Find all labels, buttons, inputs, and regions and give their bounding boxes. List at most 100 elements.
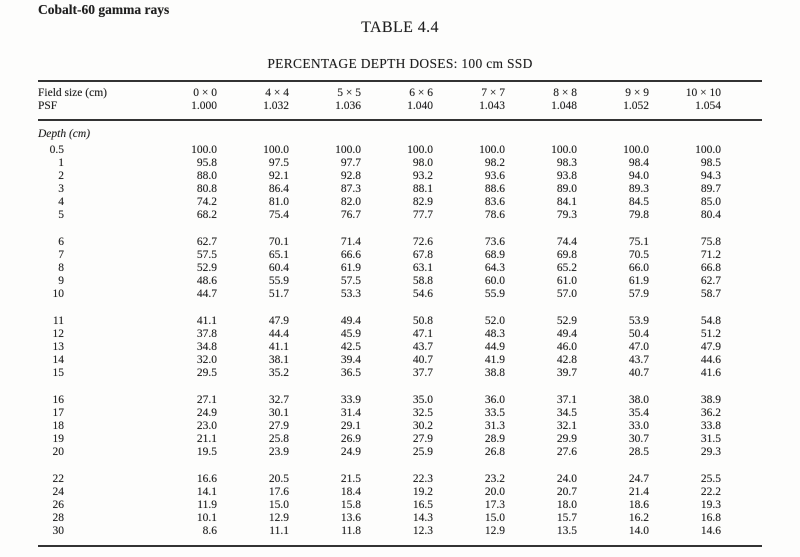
dose-value: 18.4 xyxy=(340,486,361,498)
depth-cell: 14 xyxy=(38,354,145,367)
table-row: 22 16.6 20.5 21.5 22.3 23.2 24.0 24.7 25.5 xyxy=(38,459,722,486)
dose-value: 38.1 xyxy=(268,354,289,366)
dose-value: 44.4 xyxy=(268,328,289,340)
field-size-header: 10 × 10 xyxy=(685,87,721,99)
depth-value: 17 xyxy=(52,407,65,419)
depth-value: 3 xyxy=(58,183,64,195)
depth-value: 9 xyxy=(58,275,64,287)
dose-value: 98.0 xyxy=(412,157,433,169)
dose-value: 100.0 xyxy=(191,144,217,156)
dose-value: 27.1 xyxy=(196,394,217,406)
dose-value: 35.0 xyxy=(412,394,433,406)
dose-value: 75.4 xyxy=(268,209,289,221)
dose-value: 54.8 xyxy=(700,315,721,327)
dose-value: 69.8 xyxy=(556,249,577,261)
dose-value: 89.0 xyxy=(556,183,577,195)
dose-value: 57.5 xyxy=(340,275,361,287)
dose-value: 70.1 xyxy=(268,236,289,248)
dose-value: 61.9 xyxy=(340,262,361,274)
depth-value: 10 xyxy=(52,288,65,300)
psf-value: 1.054 xyxy=(695,100,721,112)
header-table: Field size (cm) 0 × 0 4 × 4 5 × 5 6 × 6 7 × … xyxy=(38,87,721,113)
field-size-header: 0 × 0 xyxy=(193,87,217,99)
dose-value: 50.4 xyxy=(628,328,649,340)
dose-value: 33.9 xyxy=(340,394,361,406)
dose-value: 14.0 xyxy=(628,525,649,537)
dose-value: 31.4 xyxy=(340,407,361,419)
dose-value: 67.8 xyxy=(412,249,433,261)
table-row: 8 52.9 60.4 61.9 63.1 64.3 65.2 66.0 66.8 xyxy=(38,262,721,275)
psf-label: PSF xyxy=(38,100,58,112)
depth-cell: 24 xyxy=(38,486,145,499)
dose-value: 17.3 xyxy=(484,499,505,511)
dose-value: 34.8 xyxy=(196,341,217,353)
dose-value: 70.5 xyxy=(628,249,649,261)
table-row: 28 10.1 12.9 13.6 14.3 15.0 15.7 16.2 16.8 xyxy=(38,512,722,525)
dose-value: 29.3 xyxy=(700,446,721,458)
dose-value: 58.7 xyxy=(700,288,721,300)
table-row: 20 19.5 23.9 24.9 25.9 26.8 27.6 28.5 29.3 xyxy=(38,446,722,459)
dose-value: 41.1 xyxy=(268,341,289,353)
dose-value: 20.7 xyxy=(556,486,577,498)
dose-value: 27.6 xyxy=(556,446,577,458)
dose-value: 62.7 xyxy=(700,275,721,287)
field-size-header: 4 × 4 xyxy=(265,87,289,99)
dose-value: 38.8 xyxy=(484,367,505,379)
depth-value: 20 xyxy=(52,446,65,458)
dose-value: 100.0 xyxy=(335,144,361,156)
dose-value: 23.2 xyxy=(484,473,505,485)
dose-value: 33.8 xyxy=(700,420,721,432)
depth-value: 18 xyxy=(52,420,65,432)
table-row: 1 95.8 97.5 97.7 98.0 98.2 98.3 98.4 98.5 xyxy=(38,157,721,170)
depth-cell: 6 xyxy=(38,222,145,249)
dose-value: 37.1 xyxy=(556,394,577,406)
depth-value: 1 xyxy=(58,157,64,169)
dose-value: 12.9 xyxy=(268,512,289,524)
table-row: 18 23.0 27.9 29.1 30.2 31.3 32.1 33.0 33.8 xyxy=(38,420,722,433)
dose-value: 98.5 xyxy=(700,157,721,169)
dose-value: 93.2 xyxy=(412,170,433,182)
dose-value: 32.0 xyxy=(196,354,217,366)
dose-value: 84.5 xyxy=(628,196,649,208)
dose-value: 44.9 xyxy=(484,341,505,353)
depth-cell: 7 xyxy=(38,249,145,262)
dose-value: 15.0 xyxy=(268,499,289,511)
depth-value: 22 xyxy=(52,473,65,485)
dose-value: 13.6 xyxy=(340,512,361,524)
dose-value: 55.9 xyxy=(484,288,505,300)
depth-cell: 20 xyxy=(38,446,145,459)
dose-value: 31.5 xyxy=(700,433,721,445)
dose-value: 98.4 xyxy=(628,157,649,169)
dose-value: 57.0 xyxy=(556,288,577,300)
field-size-header: 5 × 5 xyxy=(337,87,361,99)
dose-value: 46.0 xyxy=(556,341,577,353)
dose-value: 32.1 xyxy=(556,420,577,432)
dose-value: 25.5 xyxy=(700,473,721,485)
dose-value: 92.8 xyxy=(340,170,361,182)
depth-cell: 26 xyxy=(38,499,145,512)
table-title: TABLE 4.4 xyxy=(361,19,439,36)
depth-value: 15 xyxy=(52,367,65,379)
dose-value: 94.0 xyxy=(628,170,649,182)
table-row: 5 68.2 75.4 76.7 77.7 78.6 79.3 79.8 80.4 xyxy=(38,209,721,222)
dose-value: 60.4 xyxy=(268,262,289,274)
depth-group-1: 0.5 100.0 100.0 100.0 100.0 100.0 100.0 100.0 10… xyxy=(38,144,721,222)
dose-value: 60.0 xyxy=(484,275,505,287)
dose-value: 93.6 xyxy=(484,170,505,182)
dose-value: 23.0 xyxy=(196,420,217,432)
dose-value: 24.9 xyxy=(196,407,217,419)
dose-value: 42.8 xyxy=(556,354,577,366)
dose-value: 100.0 xyxy=(479,144,505,156)
depth-label: Depth (cm) xyxy=(38,128,91,140)
psf-value: 1.032 xyxy=(263,100,289,112)
depth-group-4: 16 27.1 32.7 33.9 35.0 36.0 37.1 38.0 38.9 17 24.9… xyxy=(38,380,722,459)
dose-value: 71.4 xyxy=(340,236,361,248)
dose-value: 33.5 xyxy=(484,407,505,419)
field-size-header: 8 × 8 xyxy=(553,87,577,99)
dose-value: 75.1 xyxy=(628,236,649,248)
dose-value: 29.5 xyxy=(196,367,217,379)
depth-value: 2 xyxy=(58,170,64,182)
depth-value: 28 xyxy=(52,512,65,524)
dose-value: 29.1 xyxy=(340,420,361,432)
dose-value: 34.5 xyxy=(556,407,577,419)
